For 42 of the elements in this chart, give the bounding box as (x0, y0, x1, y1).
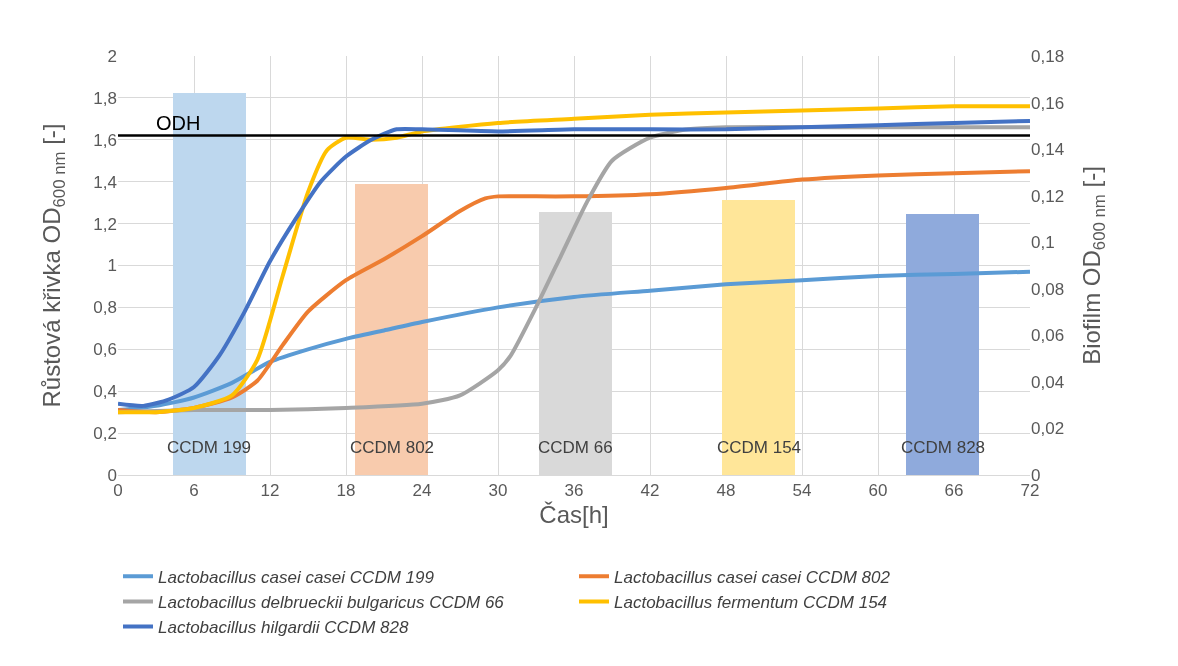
x-tick-label: 66 (944, 481, 964, 501)
y2-tick-label: 0,06 (1031, 326, 1065, 346)
y-tick-label: 0,8 (93, 298, 117, 318)
y-tick-label: 0,2 (93, 424, 117, 444)
annotation: CCDM 802 (350, 438, 435, 457)
x-tick-label: 42 (640, 481, 660, 501)
y-tick-label: 2 (107, 46, 117, 66)
y2-tick-label: 0,02 (1031, 419, 1065, 439)
legend-label: Lactobacillus casei casei CCDM 199 (158, 567, 435, 587)
x-tick-label: 24 (412, 481, 432, 501)
y-tick-label: 0,4 (93, 382, 117, 402)
y-tick-label: 0 (107, 465, 117, 485)
x-tick-label: 6 (189, 481, 199, 501)
y2-tick-label: 0,1 (1031, 233, 1055, 253)
annotation: CCDM 199 (167, 438, 252, 457)
x-tick-label: 30 (488, 481, 508, 501)
x-tick-label: 48 (716, 481, 736, 501)
y-tick-label: 1,4 (93, 172, 117, 192)
x-tick-label: 18 (336, 481, 356, 501)
y-tick-label: 1,2 (93, 214, 117, 234)
annotation: CCDM 154 (717, 438, 802, 457)
x-tick-label: 54 (792, 481, 812, 501)
x-axis-title: Čas[h] (539, 500, 609, 528)
y-tick-label: 1,6 (93, 130, 117, 150)
x-tick-label: 12 (260, 481, 280, 501)
x-tick-label: 60 (868, 481, 888, 501)
y2-tick-label: 0,12 (1031, 186, 1065, 206)
x-tick-label: 36 (564, 481, 584, 501)
legend-label: Lactobacillus delbrueckii bulgaricus CCDM 66 (158, 593, 505, 613)
y-tick-label: 0,6 (93, 340, 117, 360)
y-tick-label: 1,8 (93, 88, 117, 108)
y2-tick-label: 0,04 (1031, 372, 1065, 392)
y-tick-label: 1 (107, 256, 117, 276)
y2-tick-label: 0,18 (1031, 46, 1065, 66)
y2-tick-label: 0,14 (1031, 140, 1065, 160)
y2-tick-label: 0,16 (1031, 93, 1065, 113)
legend-label: Lactobacillus hilgardii CCDM 828 (158, 618, 409, 638)
annotation: CCDM 66 (538, 438, 613, 457)
y2-tick-label: 0,08 (1031, 279, 1065, 299)
legend-label: Lactobacillus fermentum CCDM 154 (614, 593, 888, 613)
legend-label: Lactobacillus casei casei CCDM 802 (614, 567, 891, 587)
ref-line-label: ODH (156, 112, 201, 134)
